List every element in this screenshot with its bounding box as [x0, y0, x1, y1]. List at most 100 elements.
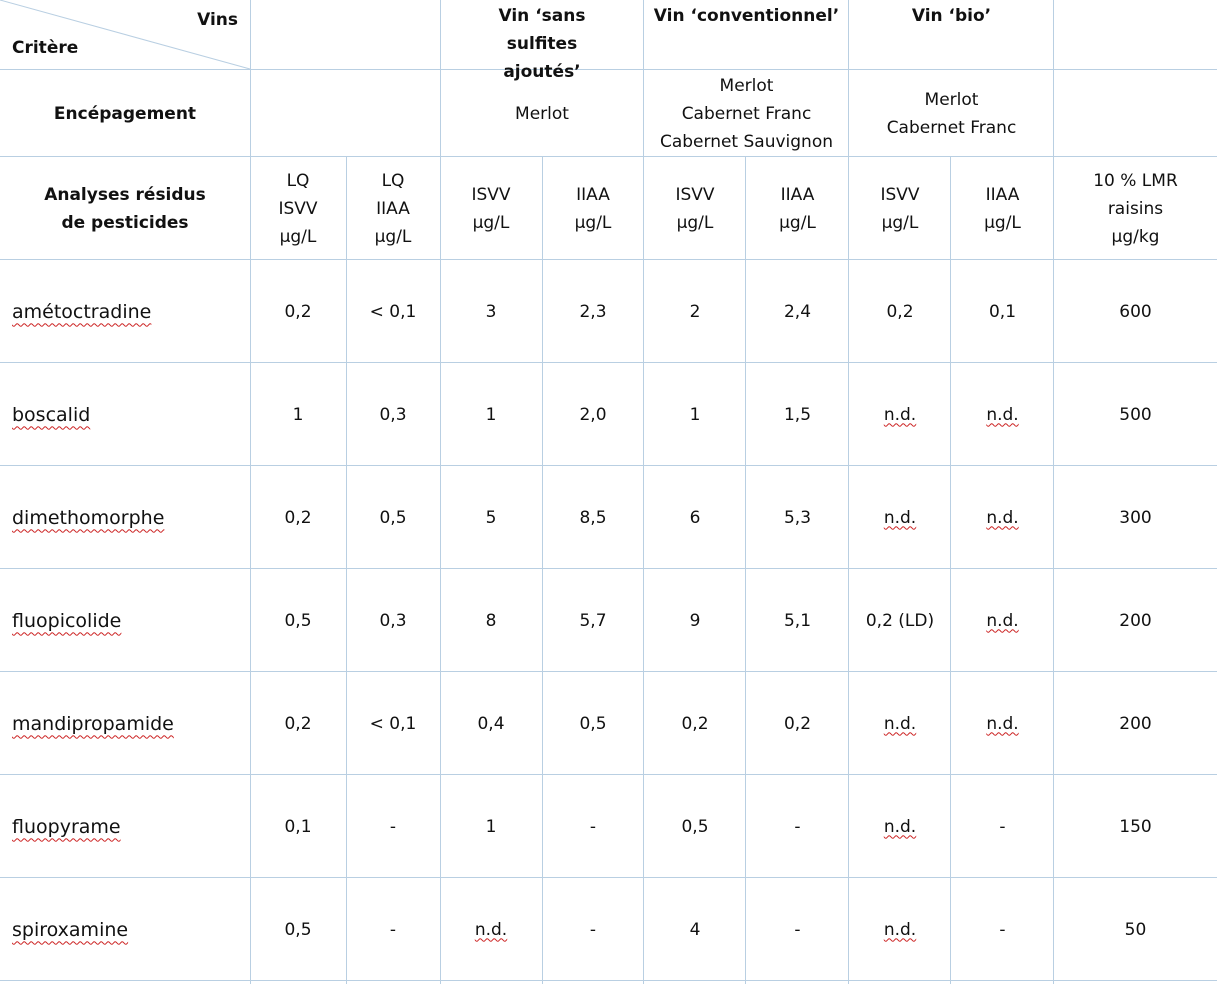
cell-value: 9: [689, 610, 701, 631]
cell-value: -: [999, 919, 1006, 940]
table-cell: n.d.: [951, 466, 1054, 569]
table-cell: 5: [440, 466, 542, 569]
table-cell: 9: [644, 569, 746, 672]
pesticide-name-text: mandipropamide: [12, 712, 174, 735]
cell-value: 0,1: [988, 301, 1017, 322]
table-cell: 0,5: [346, 466, 440, 569]
table-cell: 500: [1054, 363, 1217, 466]
cell-value: 0,2: [886, 301, 914, 322]
table-cell: 5,1: [746, 569, 849, 672]
table-cell: 2,4: [746, 260, 849, 363]
table-cell: -: [951, 878, 1054, 981]
col-header-ssa-iiaa: IIAA µg/L: [574, 184, 612, 233]
table-cell: 1,5: [746, 363, 849, 466]
pesticide-name-text: boscalid: [12, 403, 91, 426]
cell-value: 4: [689, 919, 701, 940]
table-cell: 2,0: [542, 363, 644, 466]
cell-value: 1,5: [783, 404, 812, 425]
cell-value: -: [794, 919, 801, 940]
cell-value: 0,2: [783, 713, 812, 734]
table-cell: 8,5: [542, 466, 644, 569]
col-header-ssa-isvv: ISVV µg/L: [471, 184, 511, 233]
cell-value: 0,1: [284, 816, 312, 837]
col-header-bio-isvv: ISVV µg/L: [880, 184, 920, 233]
table-cell: 0,2 (LD): [849, 569, 951, 672]
cell-value: 150: [1119, 816, 1152, 837]
table-cell: 6: [644, 466, 746, 569]
cell-value: 5: [485, 507, 497, 528]
col-header-lq-iiaa: LQ IIAA µg/L: [374, 170, 412, 247]
cell-value: 2,4: [783, 301, 812, 322]
cell-value: -: [999, 816, 1006, 837]
table-cell: 1: [440, 775, 542, 878]
table-cell: 2,3: [542, 260, 644, 363]
table-cell: 0,3: [346, 363, 440, 466]
table-cell: 8: [440, 569, 542, 672]
cell-value: 1: [689, 404, 701, 425]
pesticide-name-text: amétoctradine: [12, 300, 152, 323]
cell-value: 1: [485, 816, 497, 837]
table-cell: n.d.: [951, 363, 1054, 466]
table-cell: 1: [644, 363, 746, 466]
pesticide-name: boscalid: [0, 363, 250, 466]
cell-value: 0,5: [379, 507, 407, 528]
table-cell: 200: [1054, 569, 1217, 672]
pesticide-name: mandipropamide: [0, 672, 250, 775]
cell-value: n.d.: [474, 919, 508, 940]
cell-value: 1: [292, 404, 304, 425]
cell-value: n.d.: [986, 610, 1019, 631]
cell-value: n.d.: [883, 404, 917, 425]
table-cell: 5,3: [746, 466, 849, 569]
cell-value: n.d.: [986, 713, 1019, 734]
cell-value: n.d.: [883, 507, 917, 528]
cell-value: 2,3: [579, 301, 607, 322]
table-cell: 1: [440, 363, 542, 466]
cell-value: 200: [1119, 713, 1152, 734]
cell-value: 50: [1124, 919, 1147, 940]
cell-value: 5,7: [579, 610, 607, 631]
table-cell: 200: [1054, 672, 1217, 775]
cell-value: -: [794, 816, 801, 837]
pesticide-name: fluopyrame: [0, 775, 250, 878]
cell-value: 0,2: [284, 507, 312, 528]
header-vins-label: Vins: [197, 10, 238, 30]
cell-value: 0,2: [284, 713, 312, 734]
header-critere-label: Critère: [12, 38, 79, 58]
cell-value: -: [389, 919, 397, 940]
cell-value: -: [589, 919, 597, 940]
table-cell: n.d.: [849, 775, 951, 878]
cell-value: 0,5: [579, 713, 607, 734]
pesticide-name: spiroxamine: [0, 878, 250, 981]
table-cell: 150: [1054, 775, 1217, 878]
cell-value: 3: [485, 301, 497, 322]
col-header-bio-iiaa: IIAA µg/L: [984, 184, 1021, 233]
table-cell: n.d.: [849, 878, 951, 981]
table-cell: -: [346, 878, 440, 981]
table-cell: 0,5: [250, 878, 346, 981]
header-wine-conventionnel: Vin ‘conventionnel’: [653, 6, 840, 26]
header-wine-bio: Vin ‘bio’: [911, 6, 992, 26]
cell-value: 600: [1119, 301, 1152, 322]
table-cell: 4: [644, 878, 746, 981]
encepagement-sans-sulfites: Merlot: [515, 103, 569, 124]
table-cell: 3: [440, 260, 542, 363]
table-cell: 2: [644, 260, 746, 363]
encepagement-label: Encépagement: [53, 103, 197, 124]
table-cell: -: [746, 775, 849, 878]
table-cell: < 0,1: [346, 260, 440, 363]
cell-value: 0,5: [284, 610, 312, 631]
cell-value: 500: [1119, 404, 1152, 425]
table-cell: 300: [1054, 466, 1217, 569]
pesticide-name-text: spiroxamine: [12, 918, 129, 941]
table-cell: 0,2: [250, 466, 346, 569]
table-cell: 0,1: [250, 775, 346, 878]
table-cell: 0,2: [250, 260, 346, 363]
cell-value: n.d.: [986, 404, 1019, 425]
pesticide-name: dimethomorphe: [0, 466, 250, 569]
header-wine-sans-sulfites: Vin ‘sans sulfites ajoutés’: [498, 6, 586, 82]
table-cell: 0,5: [542, 672, 644, 775]
encepagement-bio: Merlot Cabernet Franc: [886, 89, 1017, 138]
cell-value: 0,2 (LD): [865, 610, 935, 631]
encepagement-conventionnel: Merlot Cabernet Franc Cabernet Sauvignon: [659, 75, 834, 152]
table-cell: < 0,1: [346, 672, 440, 775]
